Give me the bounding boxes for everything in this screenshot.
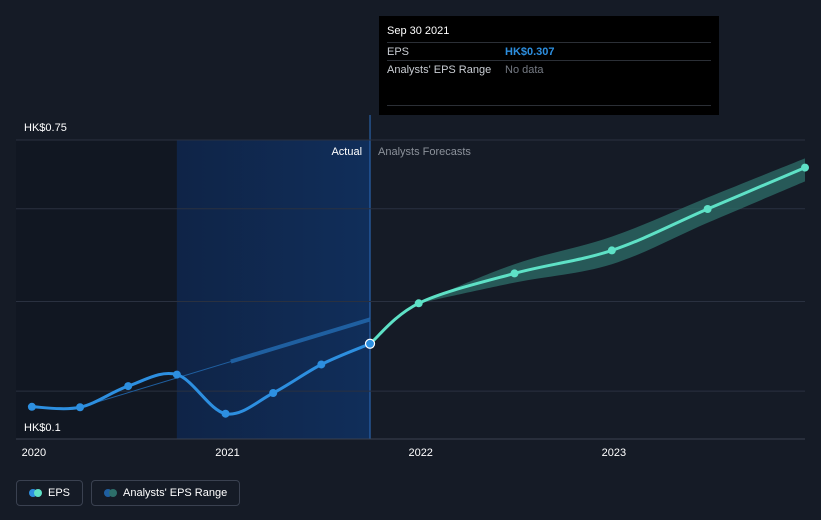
hover-tooltip: Sep 30 2021 EPS HK$0.307 Analysts' EPS R… xyxy=(379,16,719,115)
actual-label: Actual xyxy=(331,146,362,158)
tooltip-row-eps: EPS HK$0.307 xyxy=(387,42,711,60)
forecast-point xyxy=(414,299,423,308)
tooltip-eps-label: EPS xyxy=(387,45,410,58)
forecast-point xyxy=(510,269,519,278)
eps-point xyxy=(317,360,326,369)
chart-legend: EPS Analysts' EPS Range xyxy=(16,480,241,506)
x-tick-label: 2022 xyxy=(408,447,432,459)
eps-point xyxy=(27,402,36,411)
eps-point xyxy=(76,403,85,412)
forecast-label: Analysts Forecasts xyxy=(378,146,471,158)
tooltip-row-range: Analysts' EPS Range No data xyxy=(387,60,711,78)
trend-line-thick xyxy=(230,317,371,364)
eps-forecast-line xyxy=(369,166,806,345)
x-tick-label: 2021 xyxy=(215,447,239,459)
eps-point xyxy=(221,409,230,418)
eps-line xyxy=(31,342,371,416)
y-tick-label-min: HK$0.1 xyxy=(24,422,61,434)
legend-item-eps[interactable]: EPS xyxy=(16,480,84,506)
tooltip-date: Sep 30 2021 xyxy=(387,25,450,37)
tooltip-divider xyxy=(387,105,711,106)
tooltip-range-label: Analysts' EPS Range xyxy=(387,63,492,76)
legend-range-label: Analysts' EPS Range xyxy=(123,487,228,499)
forecast-point xyxy=(801,163,809,172)
x-tick-label: 2020 xyxy=(22,447,46,459)
eps-point xyxy=(269,389,278,397)
forecast-point xyxy=(703,205,712,213)
y-tick-label-max: HK$0.75 xyxy=(24,122,67,134)
eps-point xyxy=(364,338,376,349)
legend-item-eps-range[interactable]: Analysts' EPS Range xyxy=(91,480,241,506)
eps-point xyxy=(124,382,133,391)
range-swatch-icon xyxy=(104,489,118,497)
eps-point xyxy=(172,370,181,379)
tooltip-eps-value: HK$0.307 xyxy=(505,45,555,58)
past-region xyxy=(16,140,177,439)
tooltip-range-value: No data xyxy=(505,63,544,76)
forecast-point xyxy=(607,246,616,255)
x-tick-label: 2023 xyxy=(602,447,626,459)
eps-swatch-icon xyxy=(29,489,42,497)
eps-range-band xyxy=(418,158,805,304)
legend-eps-label: EPS xyxy=(48,487,71,499)
